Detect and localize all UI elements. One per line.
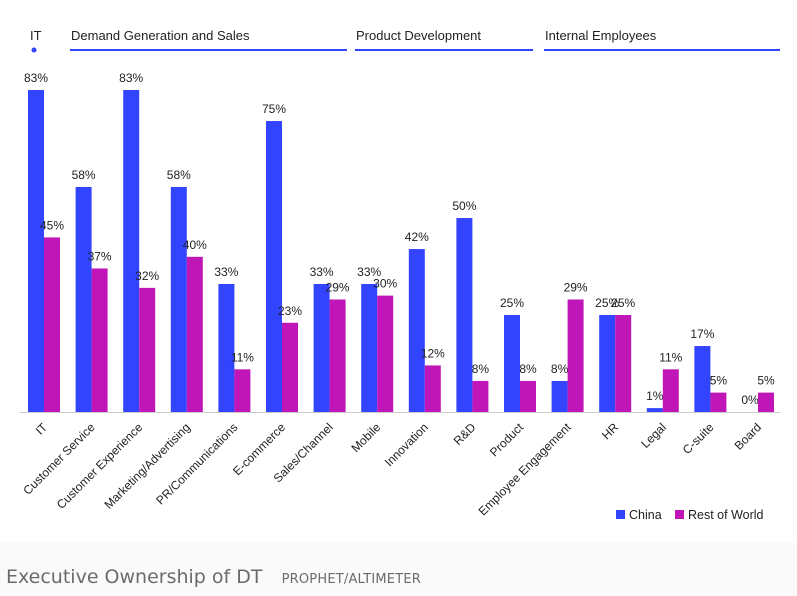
data-label-china: 33%	[214, 265, 238, 279]
data-label-china: 17%	[690, 327, 714, 341]
data-label-rest-of-world: 11%	[231, 350, 254, 364]
bar-china	[646, 408, 663, 412]
data-label-rest-of-world: 25%	[611, 296, 635, 310]
bar-china	[170, 186, 187, 412]
data-label-china: 25%	[595, 296, 619, 310]
data-label-rest-of-world: 45%	[40, 218, 64, 232]
bar-china	[361, 283, 378, 412]
data-label-rest-of-world: 5%	[710, 374, 728, 388]
bar-rest-of-world	[520, 380, 536, 412]
x-tick-label: Board	[732, 420, 765, 453]
bar-china	[28, 90, 44, 412]
data-label-china: 58%	[72, 168, 96, 182]
bar-china	[75, 186, 92, 412]
bar-chart: IT Demand Generation and Sales Product Dev…	[20, 28, 780, 522]
data-label-rest-of-world: 23%	[278, 304, 302, 318]
data-label-china: 1%	[646, 389, 664, 403]
data-label-rest-of-world: 37%	[88, 249, 112, 263]
data-label-rest-of-world: 29%	[326, 280, 350, 294]
data-label-china: 75%	[262, 102, 286, 116]
data-label-rest-of-world: 29%	[564, 280, 588, 294]
chart-card: IT Demand Generation and Sales Product Dev…	[20, 28, 780, 522]
x-tick-label: IT	[33, 420, 51, 438]
data-label-china: 58%	[167, 168, 191, 182]
data-label-china: 83%	[24, 71, 48, 85]
legend-swatch-china	[616, 510, 625, 519]
bar-rest-of-world	[186, 256, 203, 412]
data-label-rest-of-world: 30%	[373, 277, 397, 291]
bar-rest-of-world	[472, 380, 489, 412]
bar-rest-of-world	[758, 392, 774, 412]
data-label-rest-of-world: 5%	[757, 374, 775, 388]
x-tick-label: HR	[599, 420, 621, 442]
x-tick-label: Employee Engagement	[476, 420, 575, 519]
group-label-3: Internal Employees	[545, 28, 657, 43]
data-label-china: 33%	[357, 265, 381, 279]
bar-rest-of-world	[710, 392, 727, 412]
bar-rest-of-world	[377, 295, 394, 412]
x-tick-label: Innovation	[382, 420, 431, 469]
x-tick-label: Customer Experience	[54, 420, 146, 512]
bar-china	[313, 283, 330, 412]
bar-china	[504, 315, 520, 412]
data-label-rest-of-world: 11%	[659, 350, 682, 364]
x-tick-label: Mobile	[348, 420, 383, 455]
figure-caption: Executive Ownership of DT PROPHET/ALTIME…	[6, 566, 421, 588]
legend-label-rest-of-world: Rest of World	[688, 508, 764, 522]
bar-rest-of-world	[424, 365, 441, 412]
bar-china	[551, 380, 568, 412]
data-label-rest-of-world: 12%	[421, 346, 445, 360]
bar-rest-of-world	[234, 369, 251, 412]
data-label-china: 25%	[500, 296, 524, 310]
bar-china	[599, 315, 616, 412]
bar-rest-of-world	[615, 315, 632, 412]
legend-label-china: China	[629, 508, 662, 522]
group-label-0: IT	[30, 28, 42, 43]
data-label-rest-of-world: 8%	[472, 362, 490, 376]
x-tick-label: Legal	[638, 420, 669, 451]
caption-title: Executive Ownership of DT	[6, 566, 263, 588]
legend-swatch-rest-of-world	[675, 510, 684, 519]
data-label-china: 0%	[741, 393, 759, 407]
data-label-china: 83%	[119, 71, 143, 85]
x-tick-label: Product	[487, 420, 527, 460]
bar-rest-of-world	[139, 287, 156, 412]
data-label-rest-of-world: 32%	[135, 269, 159, 283]
data-label-rest-of-world: 8%	[519, 362, 537, 376]
bar-rest-of-world	[44, 237, 60, 412]
bar-china	[218, 283, 235, 412]
bar-china	[408, 249, 425, 412]
group-label-1: Demand Generation and Sales	[71, 28, 250, 43]
bar-rest-of-world	[567, 299, 584, 412]
group-marker-0	[31, 47, 37, 53]
bar-rest-of-world	[282, 322, 298, 412]
bar-china	[123, 90, 140, 412]
data-label-china: 8%	[551, 362, 569, 376]
data-label-china: 42%	[405, 230, 429, 244]
group-label-2: Product Development	[356, 28, 481, 43]
bar-china	[694, 346, 711, 412]
data-label-rest-of-world: 40%	[183, 238, 207, 252]
x-tick-label: R&D	[451, 420, 479, 448]
bar-china	[456, 218, 473, 412]
bar-rest-of-world	[91, 268, 108, 412]
bar-china	[266, 121, 282, 413]
caption-source: PROPHET/ALTIMETER	[281, 572, 421, 587]
x-tick-label: PR/Communications	[153, 420, 240, 507]
x-tick-label: C-suite	[680, 420, 717, 457]
bar-rest-of-world	[662, 369, 679, 412]
bar-rest-of-world	[329, 299, 346, 412]
data-label-china: 50%	[452, 199, 476, 213]
x-tick-label: Marketing/Advertising	[101, 420, 192, 511]
data-label-china: 33%	[310, 265, 334, 279]
